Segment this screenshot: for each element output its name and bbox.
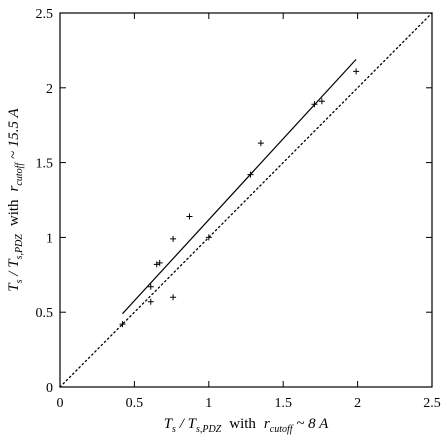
x-label-r-sub: cutoff bbox=[270, 424, 294, 435]
y-label-r: r bbox=[6, 185, 22, 191]
y-tick-label: 1.5 bbox=[36, 157, 54, 172]
y-tick-label: 1 bbox=[46, 231, 53, 246]
identity-line bbox=[59, 12, 433, 388]
x-label-ref-sub: s,PDZ bbox=[196, 424, 222, 435]
x-label-slash: / T bbox=[176, 416, 198, 432]
x-tick-label: 1 bbox=[205, 396, 212, 411]
data-point bbox=[153, 261, 160, 268]
x-label-t: T bbox=[164, 416, 174, 432]
data-point bbox=[170, 294, 177, 301]
y-tick-label: 0 bbox=[46, 381, 53, 396]
data-point bbox=[119, 321, 126, 328]
identity-line-group bbox=[59, 12, 433, 388]
data-point bbox=[247, 171, 254, 178]
data-point bbox=[353, 68, 360, 75]
x-tick-label: 2 bbox=[354, 396, 361, 411]
axes: 0 0.5 1 1.5 2 2.5 0 0.5 1 1.5 2 2.5 bbox=[36, 7, 441, 411]
x-tick-label: 0 bbox=[57, 396, 64, 411]
data-point bbox=[311, 101, 318, 108]
x-tick-label: 0.5 bbox=[126, 396, 144, 411]
y-label-ref-sub: s,PDZ bbox=[14, 234, 25, 260]
data-point bbox=[147, 298, 154, 305]
data-point bbox=[186, 213, 193, 220]
plot-frame bbox=[59, 12, 433, 388]
y-label-r-sub: cutoff bbox=[14, 162, 25, 186]
x-label-tail: ~ 8 A bbox=[293, 416, 330, 432]
y-tick-label: 2.5 bbox=[36, 7, 54, 22]
y-tick-label: 0.5 bbox=[36, 306, 54, 321]
x-tick-label: 2.5 bbox=[423, 396, 441, 411]
data-point bbox=[156, 259, 163, 266]
data-points bbox=[119, 68, 360, 328]
y-label-tail: ~ 15.5 A bbox=[6, 107, 22, 162]
y-axis-label: Ts / Ts,PDZ with rcutoff ~ 15.5 A bbox=[6, 107, 25, 291]
data-point bbox=[257, 140, 264, 147]
data-point bbox=[318, 98, 325, 105]
y-label-t-sub: s bbox=[14, 279, 25, 283]
fit-line-group bbox=[122, 58, 357, 315]
y-label-with: with bbox=[6, 199, 22, 226]
x-axis-label: Ts / Ts,PDZ with rcutoff ~ 8 A bbox=[164, 416, 329, 435]
x-label-with: with bbox=[229, 416, 256, 432]
y-label-t: T bbox=[6, 282, 22, 292]
x-tick-label: 1.5 bbox=[274, 396, 292, 411]
x-label-t-sub: s bbox=[172, 424, 176, 435]
fit-line bbox=[122, 58, 357, 315]
x-label-r: r bbox=[264, 416, 270, 432]
data-point bbox=[205, 234, 212, 241]
y-label-slash: / T bbox=[6, 258, 22, 280]
y-tick-label: 2 bbox=[46, 82, 53, 97]
data-point bbox=[170, 235, 177, 242]
data-point bbox=[147, 283, 154, 290]
